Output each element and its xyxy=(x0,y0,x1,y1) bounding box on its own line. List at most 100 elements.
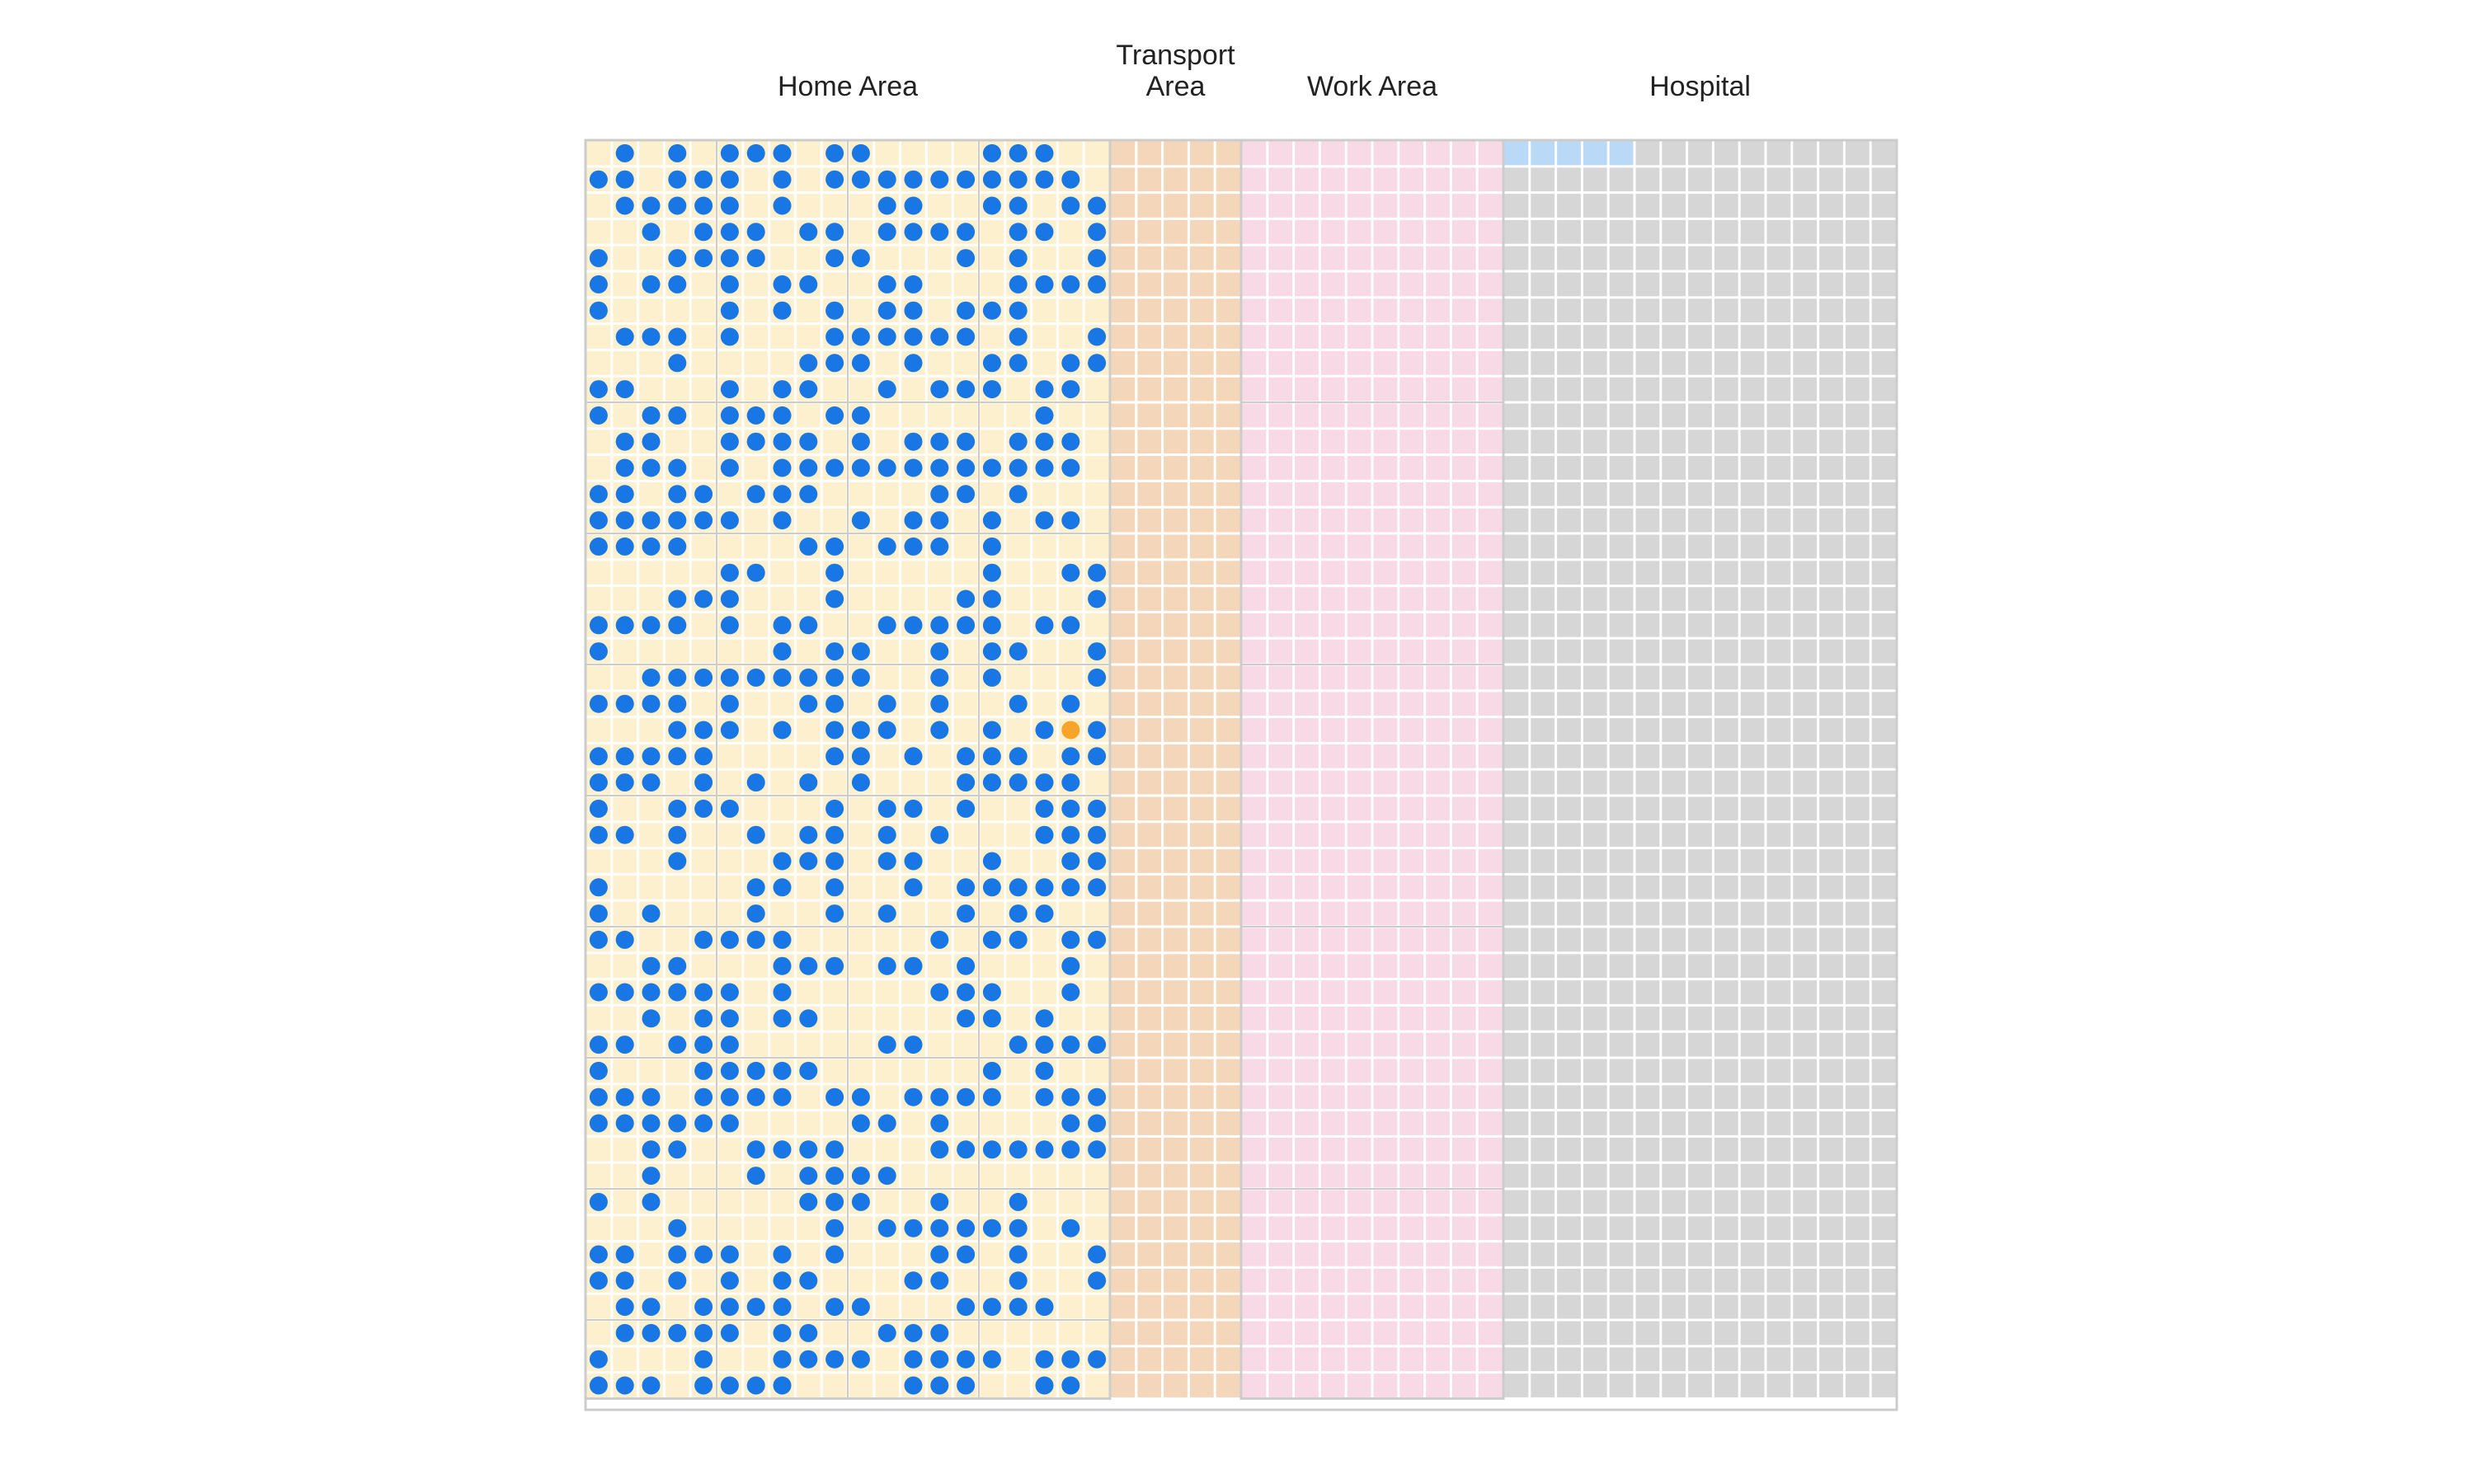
agent xyxy=(642,459,661,477)
agent xyxy=(799,354,817,372)
agent xyxy=(930,1140,948,1158)
agent xyxy=(747,144,765,162)
agent xyxy=(1009,328,1028,346)
agent xyxy=(1061,852,1079,871)
agent xyxy=(825,1088,844,1106)
agent xyxy=(616,433,634,451)
agent xyxy=(799,852,817,871)
agent xyxy=(905,1271,923,1289)
agent xyxy=(905,197,923,215)
agent xyxy=(930,171,948,189)
agent xyxy=(825,590,844,608)
agent xyxy=(1036,511,1054,529)
agent xyxy=(983,538,1001,556)
agent xyxy=(721,1009,739,1027)
agent xyxy=(642,747,661,765)
agent xyxy=(590,826,608,844)
agent xyxy=(799,616,817,634)
agent xyxy=(590,171,608,189)
agent xyxy=(1009,1036,1028,1054)
agent xyxy=(774,1377,792,1395)
agent xyxy=(799,1167,817,1185)
agent xyxy=(825,642,844,660)
agent xyxy=(905,433,923,451)
agent xyxy=(1009,642,1028,660)
agent xyxy=(774,1246,792,1264)
agent xyxy=(1061,354,1079,372)
agent xyxy=(774,616,792,634)
agent xyxy=(747,904,765,923)
agent xyxy=(642,1324,661,1342)
agent xyxy=(852,511,870,529)
agent xyxy=(930,642,948,660)
agent xyxy=(825,538,844,556)
agent xyxy=(668,669,686,687)
agent xyxy=(825,302,844,320)
agent xyxy=(668,616,686,634)
agent xyxy=(668,249,686,267)
agent xyxy=(694,511,713,529)
agent xyxy=(930,1246,948,1264)
agent xyxy=(825,878,844,896)
agent xyxy=(1088,852,1106,871)
agent xyxy=(1061,1115,1079,1133)
agent xyxy=(905,1377,923,1395)
agent xyxy=(983,1219,1001,1237)
agent xyxy=(905,511,923,529)
agent xyxy=(668,197,686,215)
agent xyxy=(616,1088,634,1106)
agent xyxy=(642,1193,661,1211)
agent xyxy=(747,485,765,503)
agent xyxy=(825,1350,844,1369)
agent xyxy=(774,957,792,975)
agent xyxy=(668,459,686,477)
agent xyxy=(616,459,634,477)
agent xyxy=(957,984,975,1002)
agent xyxy=(616,1324,634,1342)
agent xyxy=(694,984,713,1002)
agent xyxy=(799,669,817,687)
agent xyxy=(1088,931,1106,949)
agent xyxy=(774,1062,792,1080)
agent xyxy=(878,171,896,189)
agent xyxy=(694,590,713,608)
agent xyxy=(905,1036,923,1054)
agent xyxy=(1088,826,1106,844)
agent xyxy=(1061,1036,1079,1054)
agent xyxy=(1088,1088,1106,1106)
agent xyxy=(774,511,792,529)
agent xyxy=(852,354,870,372)
column-header: Transport xyxy=(1116,40,1235,71)
agent xyxy=(590,931,608,949)
agent xyxy=(878,459,896,477)
agent xyxy=(1088,1271,1106,1289)
agent xyxy=(1088,328,1106,346)
agent xyxy=(983,1088,1001,1106)
agent xyxy=(721,721,739,740)
agent xyxy=(590,695,608,713)
agent xyxy=(774,878,792,896)
agent xyxy=(590,538,608,556)
agent xyxy=(616,511,634,529)
agent xyxy=(930,511,948,529)
agent xyxy=(694,669,713,687)
agent xyxy=(668,1246,686,1264)
agent xyxy=(852,171,870,189)
agent xyxy=(1009,197,1028,215)
agent xyxy=(905,171,923,189)
agent xyxy=(825,669,844,687)
agent xyxy=(1009,485,1028,503)
agent xyxy=(1061,1350,1079,1369)
agent xyxy=(1009,1140,1028,1158)
agent xyxy=(1088,721,1106,740)
agent xyxy=(852,459,870,477)
agent xyxy=(642,1115,661,1133)
agent xyxy=(694,1088,713,1106)
agent xyxy=(668,800,686,818)
agent xyxy=(1061,380,1079,398)
agent xyxy=(590,1271,608,1289)
agent xyxy=(825,171,844,189)
agent xyxy=(668,852,686,871)
agent xyxy=(1061,197,1079,215)
agent xyxy=(799,1271,817,1289)
